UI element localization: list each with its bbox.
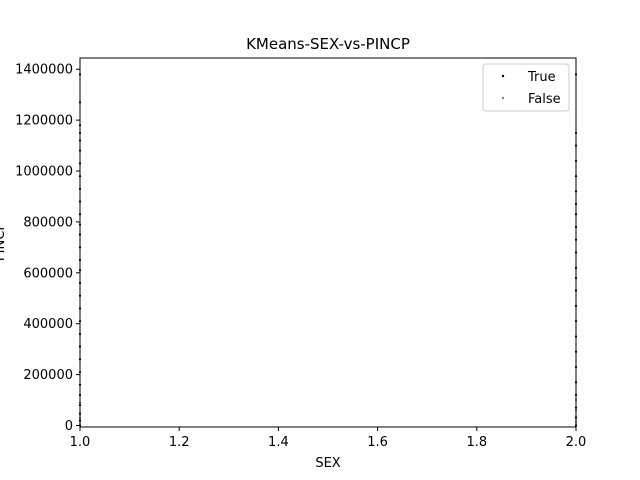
- y-tick-label: 200000: [23, 368, 73, 383]
- y-axis-label: PINCP: [0, 223, 8, 261]
- legend-label-false: False: [528, 92, 561, 107]
- legend-marker-false: [501, 96, 505, 100]
- y-tick-label: 1200000: [15, 114, 73, 129]
- x-tick-label: 1.4: [268, 435, 289, 450]
- legend: True False: [482, 63, 570, 112]
- plot-frame: [79, 57, 577, 428]
- legend-label-true: True: [527, 70, 556, 85]
- x-tick-label: 1.0: [70, 435, 91, 450]
- y-tick-label: 0: [65, 419, 73, 434]
- x-tick-label: 1.2: [169, 435, 190, 450]
- y-axis-ticks: 0 200000 400000 600000 800000 1000000 1200000 1…: [15, 63, 80, 434]
- y-tick-label: 1000000: [15, 165, 73, 180]
- x-axis-label: SEX: [315, 456, 340, 471]
- data-points: [78, 73, 578, 427]
- y-tick-label: 800000: [23, 215, 73, 230]
- x-tick-label: 1.8: [466, 435, 487, 450]
- x-tick-label: 1.6: [367, 435, 388, 450]
- x-tick-label: 2.0: [566, 435, 587, 450]
- y-tick-label: 400000: [23, 317, 73, 332]
- y-tick-label: 600000: [23, 266, 73, 281]
- y-tick-label: 1400000: [15, 63, 73, 78]
- legend-box: [482, 63, 570, 112]
- chart-title: KMeans-SEX-vs-PINCP: [246, 35, 410, 53]
- legend-marker-true: [501, 74, 505, 78]
- x-axis-ticks: 1.0 1.2 1.4 1.6 1.8 2.0: [70, 427, 587, 450]
